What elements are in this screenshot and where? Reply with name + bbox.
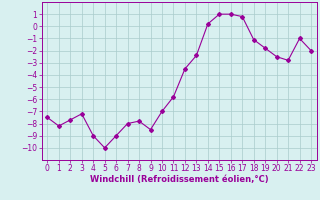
- X-axis label: Windchill (Refroidissement éolien,°C): Windchill (Refroidissement éolien,°C): [90, 175, 268, 184]
